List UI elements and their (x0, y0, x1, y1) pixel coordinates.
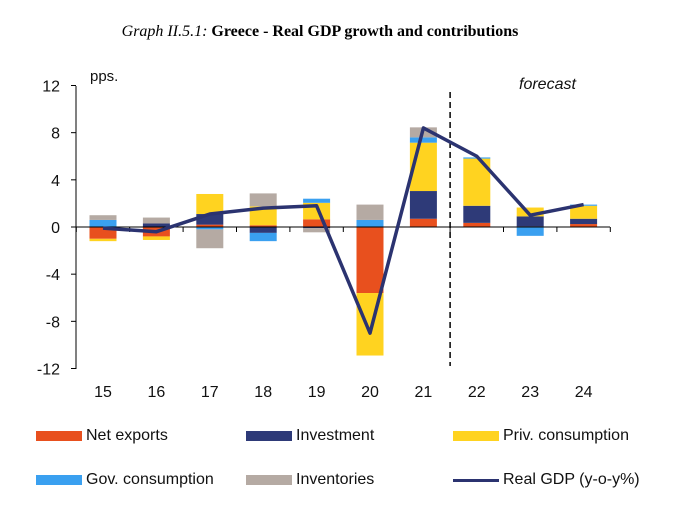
bar-net-exports-20 (356, 227, 384, 294)
legend-label: Real GDP (y-o-y%) (503, 471, 640, 488)
bar-net-exports-19 (303, 219, 331, 227)
bar-investment-23 (516, 216, 544, 227)
x-tick-label: 16 (148, 384, 166, 401)
bar-investment-22 (463, 205, 491, 223)
bar-investment-24 (570, 218, 598, 225)
x-tick-label: 23 (521, 384, 539, 401)
legend-swatch (246, 431, 292, 441)
bar-net-exports-21 (409, 218, 437, 227)
bar-gov-consumption-18 (249, 232, 277, 242)
bar-investment-21 (409, 191, 437, 219)
bar-gov-consumption-23 (516, 227, 544, 236)
legend-gov-consumption: Gov. consumption (36, 471, 214, 489)
bar-priv-consumption-17 (196, 193, 224, 215)
legend-label: Inventories (296, 471, 375, 488)
bar-priv-consumption-16 (142, 236, 170, 240)
bar-investment-18 (249, 227, 277, 233)
forecast-label: forecast (519, 76, 576, 93)
y-axis-label: pps. (90, 68, 118, 85)
y-tick-label: 8 (51, 126, 60, 143)
bar-investment-17 (196, 214, 224, 225)
x-tick-label: 19 (308, 384, 326, 401)
legend-swatch (453, 431, 499, 441)
bar-inventories-16 (142, 217, 170, 224)
legend-label: Investment (296, 427, 375, 444)
x-tick-label: 20 (361, 384, 379, 401)
x-tick-label: 21 (415, 384, 433, 401)
bar-inventories-15 (89, 215, 117, 220)
bar-net-exports-22 (463, 222, 491, 227)
bar-priv-consumption-24 (570, 205, 598, 219)
real-gdp-line (102, 126, 584, 335)
bar-priv-consumption-15 (89, 238, 117, 242)
bar-gov-consumption-21 (409, 137, 437, 143)
legend-swatch (36, 475, 82, 485)
bar-investment-16 (142, 223, 170, 227)
title-prefix: Graph II.5.1: (121, 23, 208, 40)
legend-priv-consumption: Priv. consumption (453, 427, 629, 445)
y-tick-label: -4 (46, 267, 60, 284)
legend-label: Gov. consumption (86, 471, 214, 488)
x-tick-label: 24 (575, 384, 593, 401)
y-tick-label: 12 (42, 79, 60, 96)
y-tick-label: 4 (51, 173, 60, 190)
bar-investment-19 (303, 227, 331, 229)
bar-inventories-19 (303, 228, 331, 233)
x-tick-label: 15 (94, 384, 112, 401)
bar-gov-consumption-15 (89, 219, 117, 227)
y-tick-label: 0 (51, 220, 60, 237)
bar-gov-consumption-20 (356, 219, 384, 227)
legend-investment: Investment (246, 427, 374, 445)
title-main: Greece - Real GDP growth and contributio… (211, 23, 519, 40)
x-tick-label: 18 (254, 384, 272, 401)
bar-net-exports-17 (196, 224, 224, 227)
bar-priv-consumption-18 (249, 206, 277, 226)
legend-inventories: Inventories (246, 471, 374, 489)
legend-label: Net exports (86, 427, 168, 444)
x-tick-label: 17 (201, 384, 219, 401)
legend-swatch (246, 475, 292, 485)
bar-net-exports-18 (249, 225, 277, 227)
chart-title: Graph II.5.1: Greece - Real GDP growth a… (100, 22, 540, 41)
bar-net-exports-24 (570, 224, 598, 227)
bar-inventories-17 (196, 229, 224, 249)
y-tick-label: -12 (37, 362, 60, 379)
y-tick-label: -8 (46, 314, 60, 331)
legend-label: Priv. consumption (503, 427, 629, 444)
bar-priv-consumption-23 (516, 207, 544, 217)
legend-swatch (36, 431, 82, 441)
bar-inventories-20 (356, 204, 384, 220)
bar-net-exports-15 (89, 227, 117, 239)
legend-net-exports: Net exports (36, 427, 168, 445)
bar-gov-consumption-19 (303, 198, 331, 203)
bar-inventories-18 (249, 193, 277, 207)
x-tick-label: 22 (468, 384, 486, 401)
bar-gov-consumption-17 (196, 227, 224, 230)
legend-real-gdp: Real GDP (y-o-y%) (453, 471, 640, 489)
legend-line-swatch (453, 478, 499, 482)
